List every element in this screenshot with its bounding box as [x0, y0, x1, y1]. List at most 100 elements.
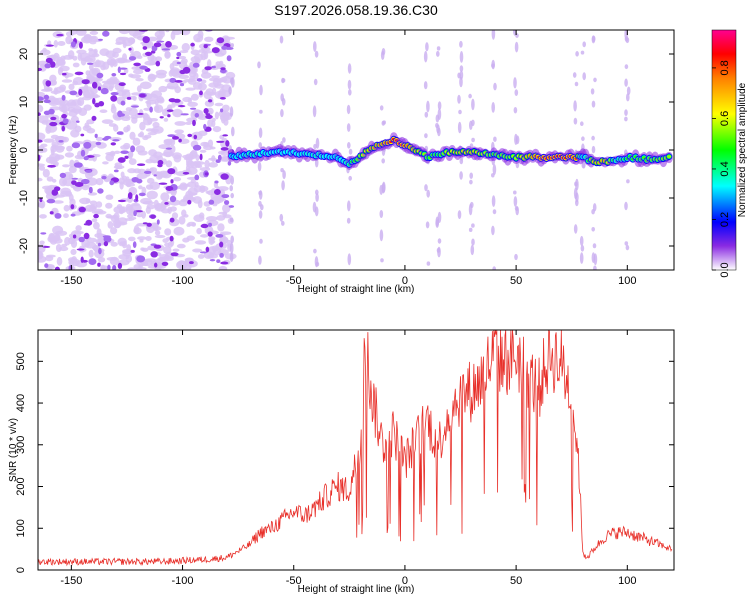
noise-blob: [57, 67, 63, 76]
streak-blob: [469, 179, 473, 185]
streak-blob: [423, 50, 428, 63]
heatmap-ylabel: Frequency (Hz): [8, 116, 19, 185]
heatmap-xtick-label: -50: [286, 275, 302, 287]
noise-peak: [157, 159, 164, 166]
streak-blob: [593, 77, 597, 83]
streak-blob: [471, 119, 475, 127]
streak-blob: [346, 123, 351, 132]
noise-peak: [199, 153, 203, 161]
noise-peak: [177, 105, 186, 108]
noise-peak: [113, 169, 119, 173]
noise-blob: [164, 51, 171, 58]
noise-peak: [216, 259, 221, 263]
noise-blob: [105, 202, 113, 209]
noise-blob: [68, 110, 78, 117]
streak-blob: [313, 143, 317, 150]
streak-blob: [348, 175, 353, 181]
noise-peak: [131, 105, 139, 108]
noise-blob: [47, 87, 53, 92]
noise-peak: [96, 72, 104, 79]
streak-blob: [379, 229, 384, 242]
streak-blob: [468, 203, 473, 216]
colorbar-tick-label: 0.2: [719, 212, 731, 227]
noise-peak: [179, 69, 186, 75]
noise-blob: [101, 119, 114, 124]
noise-peak: [120, 100, 126, 106]
noise-blob: [107, 221, 114, 229]
noise-peak: [44, 263, 49, 268]
noise-peak: [51, 189, 59, 196]
streak-blob: [573, 224, 578, 234]
noise-blob: [38, 145, 45, 154]
noise-peak: [56, 33, 64, 37]
noise-blob: [199, 149, 207, 153]
noise-blob: [158, 30, 165, 35]
noise-blob: [75, 225, 82, 232]
noise-blob: [214, 90, 226, 100]
noise-peak: [150, 251, 158, 258]
heatmap-xtick-label: 100: [618, 275, 636, 287]
noise-blob: [50, 145, 57, 153]
noise-blob: [70, 249, 77, 255]
streak-blob: [314, 50, 319, 58]
noise-blob: [68, 258, 80, 267]
noise-peak: [179, 83, 185, 87]
streak-blob: [347, 253, 352, 266]
noise-blob: [177, 55, 187, 60]
noise-blob: [178, 74, 190, 80]
noise-blob: [40, 143, 48, 148]
noise-peak: [118, 67, 128, 70]
noise-peak: [159, 116, 164, 119]
noise-blob: [219, 231, 232, 235]
noise-peak: [189, 261, 194, 265]
noise-blob: [133, 227, 142, 235]
noise-blob: [121, 175, 128, 181]
noise-blob: [93, 48, 98, 54]
noise-blob: [89, 35, 99, 43]
noise-peak: [112, 265, 117, 270]
noise-peak: [97, 86, 102, 91]
streak-blob: [258, 255, 262, 265]
noise-peak: [216, 140, 225, 143]
noise-peak: [214, 180, 219, 184]
streak-blob: [591, 145, 596, 154]
noise-blob: [72, 80, 79, 86]
noise-blob: [116, 204, 123, 210]
noise-blob: [214, 111, 219, 120]
streak-blob: [573, 187, 578, 200]
streak-blob: [230, 77, 234, 85]
colorbar-tick-label: 0.8: [719, 60, 731, 75]
noise-peak: [78, 41, 83, 49]
noise-peak: [161, 261, 169, 266]
noise-blob: [52, 225, 64, 235]
noise-peak: [167, 134, 176, 138]
streak-blob: [624, 201, 628, 211]
snr-series-line: [38, 330, 673, 567]
noise-peak: [85, 169, 93, 173]
colorbar-label: Normalized spectral amplitude: [737, 82, 748, 217]
noise-peak: [103, 236, 112, 243]
noise-blob: [123, 126, 129, 133]
noise-peak: [49, 121, 58, 127]
streak-blob: [573, 117, 578, 125]
noise-peak: [199, 90, 203, 96]
noise-blob: [83, 33, 92, 43]
snr-ytick-label: 200: [15, 477, 27, 495]
noise-blob: [44, 255, 54, 262]
noise-peak: [130, 145, 136, 153]
noise-blob: [45, 125, 52, 134]
snr-xtick-label: -50: [286, 575, 302, 587]
streak-blob: [259, 109, 263, 114]
noise-blob: [121, 90, 131, 99]
noise-peak: [214, 189, 221, 195]
streak-blob: [315, 189, 319, 196]
noise-peak: [92, 81, 98, 89]
noise-peak: [153, 174, 157, 177]
noise-peak: [40, 232, 47, 235]
noise-blob: [164, 242, 171, 247]
noise-peak: [146, 222, 152, 227]
noise-peak: [139, 65, 148, 70]
noise-peak: [83, 141, 92, 149]
noise-blob: [39, 200, 46, 209]
